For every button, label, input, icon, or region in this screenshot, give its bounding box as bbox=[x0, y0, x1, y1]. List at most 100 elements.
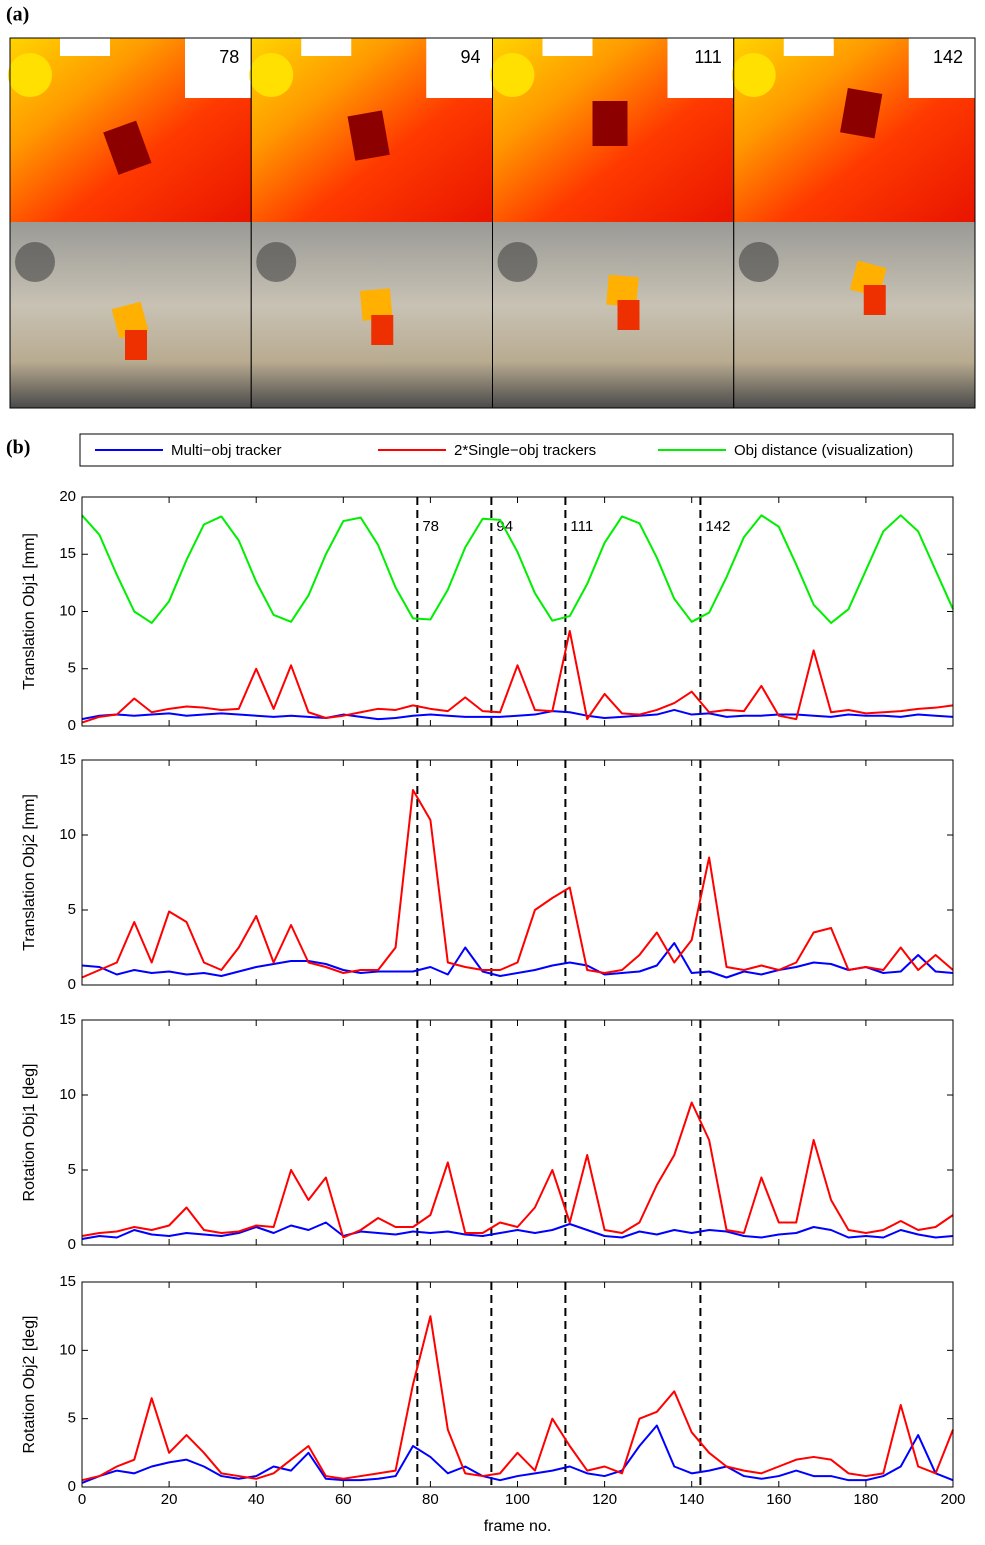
series-line bbox=[81, 708, 954, 721]
x-tick-label: 200 bbox=[940, 1491, 965, 1508]
x-tick-label: 160 bbox=[766, 1491, 791, 1508]
legend-label: 2*Single−obj trackers bbox=[454, 442, 596, 459]
y-tick-label: 20 bbox=[59, 488, 76, 505]
series-line bbox=[81, 1101, 954, 1239]
y-tick-label: 0 bbox=[68, 1478, 76, 1495]
y-tick-label: 0 bbox=[68, 717, 76, 734]
photo-fan bbox=[15, 242, 55, 282]
legend-label: Multi−obj tracker bbox=[171, 442, 281, 459]
chart: 0 5 10 15 Rotation Obj1 [deg] bbox=[21, 1011, 954, 1253]
photo-object bbox=[863, 285, 886, 315]
tracked-object bbox=[347, 110, 390, 161]
y-axis-label: Translation Obj1 [mm] bbox=[21, 533, 38, 690]
y-tick-label: 10 bbox=[59, 1086, 76, 1103]
photo-object bbox=[125, 330, 147, 360]
depth-hole bbox=[542, 38, 593, 56]
photo-fan bbox=[497, 242, 538, 282]
y-axis-label: Rotation Obj2 [deg] bbox=[21, 1316, 38, 1454]
y-tick-label: 5 bbox=[68, 901, 76, 918]
legend-box bbox=[79, 433, 954, 467]
y-tick-label: 5 bbox=[68, 1410, 76, 1427]
panel-label: (b) bbox=[6, 437, 30, 459]
photo-object bbox=[617, 300, 640, 330]
image-strip: 78 94 111 142 bbox=[8, 37, 976, 409]
x-tick-label: 80 bbox=[422, 1491, 439, 1508]
frame-number: 78 bbox=[219, 47, 239, 67]
y-tick-label: 15 bbox=[59, 751, 76, 768]
x-tick-label: 140 bbox=[679, 1491, 704, 1508]
plot-area bbox=[82, 760, 953, 985]
x-tick-label: 0 bbox=[78, 1491, 86, 1508]
tracked-object bbox=[103, 120, 152, 175]
legend-label: Obj distance (visualization) bbox=[734, 442, 913, 459]
y-tick-label: 0 bbox=[68, 976, 76, 993]
frame-number: 94 bbox=[460, 47, 480, 67]
y-tick-label: 15 bbox=[59, 1011, 76, 1028]
image-border bbox=[733, 37, 976, 409]
y-tick-label: 10 bbox=[59, 826, 76, 843]
plot-area bbox=[82, 1020, 953, 1245]
x-tick-label: 20 bbox=[161, 1491, 178, 1508]
x-tick-label: 40 bbox=[248, 1491, 265, 1508]
depth-hole bbox=[60, 38, 110, 56]
series-line bbox=[81, 789, 954, 979]
image-panel: 78 bbox=[8, 37, 252, 409]
depth-object bbox=[8, 53, 52, 97]
depth-hole bbox=[908, 38, 975, 98]
image-panel: 94 bbox=[249, 37, 493, 409]
legend: Multi−obj tracker 2*Single−obj trackers Ob… bbox=[95, 442, 913, 459]
x-tick-label: 120 bbox=[592, 1491, 617, 1508]
photo-fan bbox=[738, 242, 779, 282]
depth-hole bbox=[301, 38, 352, 56]
frame-number: 111 bbox=[694, 47, 721, 67]
depth-hole bbox=[783, 38, 834, 56]
series-line bbox=[81, 942, 954, 979]
depth-object bbox=[490, 53, 535, 97]
depth-hole bbox=[426, 38, 493, 98]
chart: 0 5 10 15 0 20 40 60 80 100 120 140 160 180 200 Rotatio… bbox=[21, 1273, 965, 1535]
frame-number: 142 bbox=[933, 47, 963, 67]
y-tick-label: 5 bbox=[68, 1161, 76, 1178]
y-axis-label: Translation Obj2 [mm] bbox=[21, 794, 38, 951]
y-tick-label: 10 bbox=[59, 1341, 76, 1358]
image-panel: 142 bbox=[731, 37, 976, 409]
image-panel: 111 bbox=[490, 37, 735, 409]
photo-object bbox=[606, 274, 639, 308]
y-axis-label: Rotation Obj1 [deg] bbox=[21, 1064, 38, 1202]
chart: 0 5 10 15 Translation Obj2 [mm] bbox=[21, 751, 954, 993]
frame-marker-label: 142 bbox=[705, 518, 730, 535]
depth-hole bbox=[185, 38, 251, 98]
depth-object bbox=[249, 53, 294, 97]
depth-object bbox=[731, 53, 776, 97]
panel-label: (a) bbox=[6, 4, 29, 26]
y-tick-label: 15 bbox=[59, 1273, 76, 1290]
photo-object bbox=[111, 301, 149, 339]
y-tick-label: 0 bbox=[68, 1236, 76, 1253]
x-tick-label: 180 bbox=[853, 1491, 878, 1508]
series-line bbox=[81, 1221, 954, 1240]
tracked-object bbox=[840, 87, 883, 139]
plot-area bbox=[82, 1282, 953, 1487]
frame-marker-label: 78 bbox=[422, 518, 439, 535]
photo-fan bbox=[256, 242, 297, 282]
series-line bbox=[81, 1315, 954, 1482]
series-line bbox=[81, 1424, 954, 1484]
depth-hole bbox=[667, 38, 734, 98]
photo-object bbox=[359, 288, 393, 321]
y-tick-label: 10 bbox=[59, 602, 76, 619]
series-line bbox=[81, 514, 954, 624]
plot-area bbox=[82, 497, 953, 726]
y-tick-label: 15 bbox=[59, 545, 76, 562]
y-tick-label: 5 bbox=[68, 660, 76, 677]
tracked-object bbox=[592, 101, 628, 146]
x-tick-label: 100 bbox=[505, 1491, 530, 1508]
frame-marker-label: 111 bbox=[570, 518, 593, 535]
photo-object bbox=[371, 315, 394, 345]
x-axis-label: frame no. bbox=[484, 1518, 552, 1535]
series-line bbox=[81, 629, 954, 724]
x-tick-label: 60 bbox=[335, 1491, 352, 1508]
